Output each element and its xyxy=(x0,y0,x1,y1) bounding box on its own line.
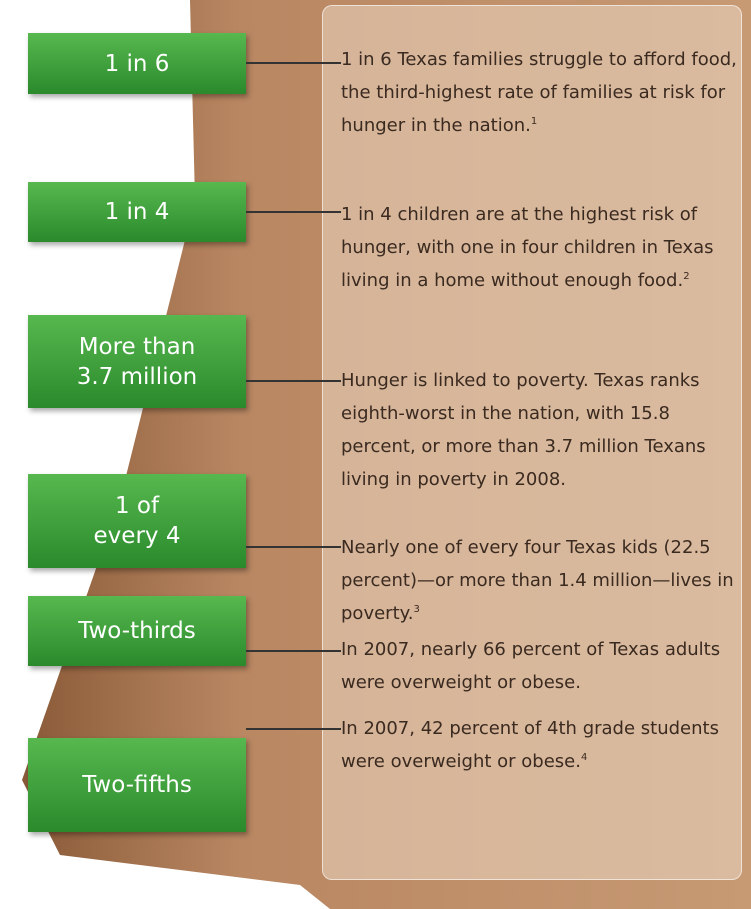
connector-line xyxy=(246,380,341,382)
connector-line xyxy=(246,211,341,213)
footnote-marker: 4 xyxy=(581,752,587,763)
footnote-marker: 1 xyxy=(531,116,537,127)
stat-label: 3.7 million xyxy=(77,362,198,392)
footnote-marker: 2 xyxy=(683,271,689,282)
stat-label: More than xyxy=(79,332,196,362)
stat-label: every 4 xyxy=(94,521,181,551)
stat-box: Two-thirds xyxy=(28,596,246,666)
fact-sentence: Nearly one of every four Texas kids (22.… xyxy=(341,537,734,624)
connector-line xyxy=(246,650,341,652)
fact-sentence: 1 in 4 children are at the highest risk … xyxy=(341,204,714,291)
stat-box: 1 in 6 xyxy=(28,33,246,94)
fact-text: In 2007, nearly 66 percent of Texas adul… xyxy=(341,633,739,699)
fact-sentence: In 2007, nearly 66 percent of Texas adul… xyxy=(341,639,720,693)
fact-sentence: 1 in 6 Texas families struggle to afford… xyxy=(341,49,737,136)
fact-text: 1 in 4 children are at the highest risk … xyxy=(341,198,739,297)
connector-line xyxy=(246,728,341,730)
page: 1 in 6 1 in 6 Texas families struggle to … xyxy=(0,0,751,909)
fact-text: Hunger is linked to poverty. Texas ranks… xyxy=(341,364,739,496)
fact-text: In 2007, 42 percent of 4th grade student… xyxy=(341,712,739,778)
stat-box: 1 in 4 xyxy=(28,182,246,242)
stat-label: 1 in 6 xyxy=(105,49,170,79)
fact-sentence: In 2007, 42 percent of 4th grade student… xyxy=(341,718,719,772)
connector-line xyxy=(246,62,341,64)
stat-box: Two-fifths xyxy=(28,738,246,832)
fact-sentence: Hunger is linked to poverty. Texas ranks… xyxy=(341,370,706,490)
connector-line xyxy=(246,546,341,548)
fact-text: 1 in 6 Texas families struggle to afford… xyxy=(341,43,739,142)
stat-label: Two-thirds xyxy=(78,616,195,646)
fact-text: Nearly one of every four Texas kids (22.… xyxy=(341,531,739,630)
stat-label: 1 of xyxy=(115,491,159,521)
footnote-marker: 3 xyxy=(413,604,419,615)
stat-label: 1 in 4 xyxy=(105,197,170,227)
stat-label: Two-fifths xyxy=(82,770,192,800)
